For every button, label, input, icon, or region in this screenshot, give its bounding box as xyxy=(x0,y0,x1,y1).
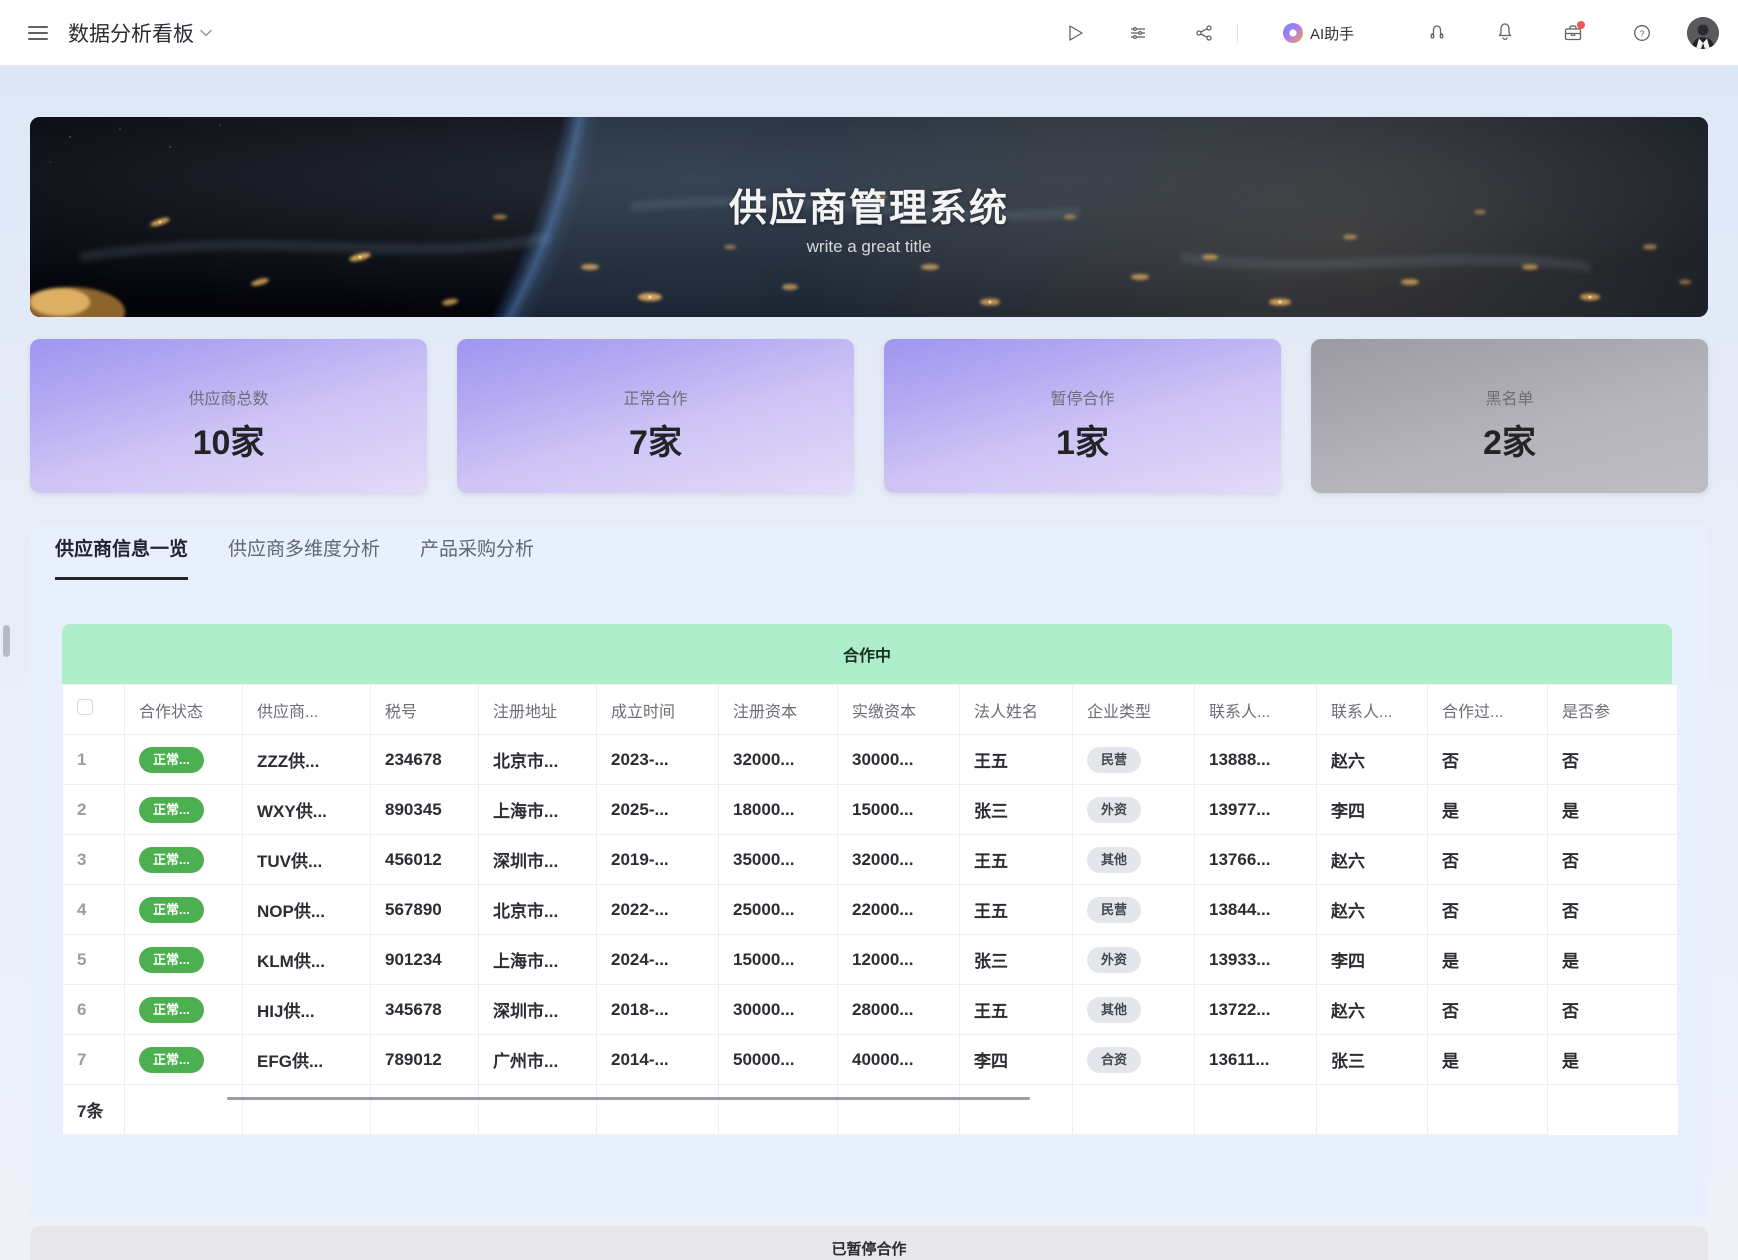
svg-text:?: ? xyxy=(1640,29,1645,39)
